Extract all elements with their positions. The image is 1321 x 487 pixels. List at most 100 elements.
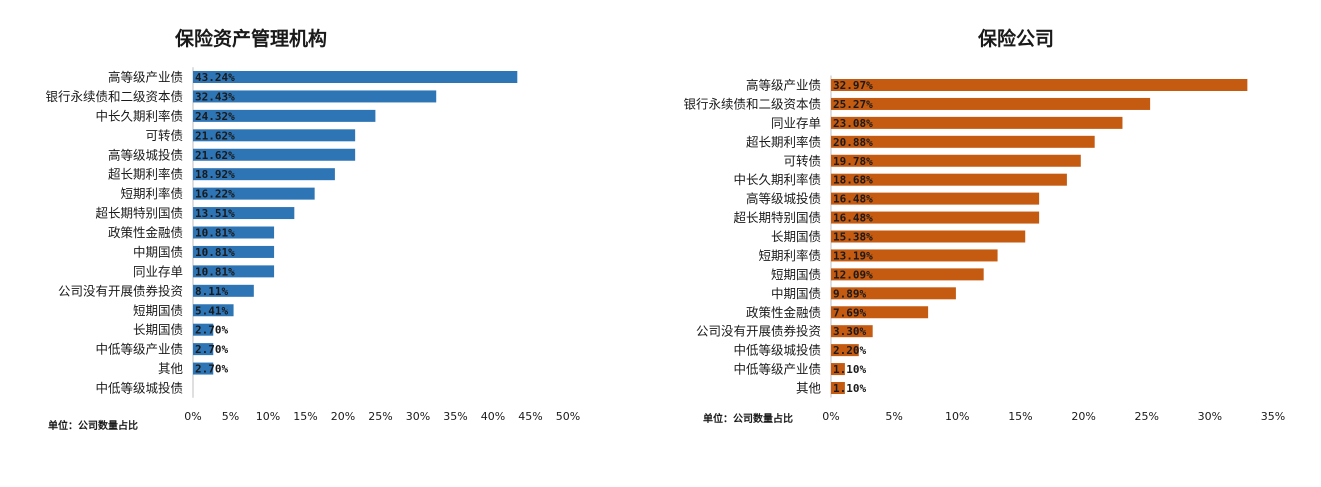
unit-note: 单位：公司数量占比 [703, 414, 793, 425]
value-label: 15.38% [833, 231, 873, 244]
value-label: 12.09% [833, 268, 873, 281]
category-label: 短期利率债 [758, 248, 821, 263]
category-label: 中低等级产业债 [95, 342, 183, 357]
bar [831, 287, 956, 300]
bar [831, 211, 1040, 224]
category-label: 中长久期利率债 [95, 108, 183, 123]
bar [831, 97, 1151, 110]
tick-label: 25% [368, 410, 392, 423]
bar [193, 187, 315, 200]
bar [193, 304, 234, 317]
bar [193, 226, 275, 239]
bar [831, 173, 1067, 186]
value-label: 16.48% [833, 193, 873, 206]
category-label: 长期国债 [133, 322, 183, 337]
category-label: 政策性金融债 [108, 225, 183, 240]
value-label: 1.10% [833, 363, 866, 376]
category-label: 银行永续债和二级资本债 [45, 89, 183, 104]
bar [831, 344, 859, 357]
category-label: 中期国债 [133, 244, 183, 259]
category-label: 短期利率债 [120, 186, 183, 201]
tick-label: 10% [256, 410, 280, 423]
value-label: 43.24% [195, 71, 235, 84]
tick-label: 35% [443, 410, 467, 423]
value-label: 3.30% [833, 325, 866, 338]
value-label: 2.70% [195, 324, 228, 337]
value-label: 16.22% [195, 188, 235, 201]
bar [831, 268, 984, 281]
bar [831, 325, 873, 338]
chart-panel-insurers: 保险公司 单位：公司数量占比 高等级产业债 32.97% 银行永续债和二级资本债 25… [650, 0, 1321, 487]
value-label: 10.81% [195, 227, 235, 240]
value-label: 13.51% [195, 207, 235, 220]
category-label: 超长期利率债 [746, 134, 821, 149]
category-label: 银行永续债和二级资本债 [683, 96, 821, 111]
bar [193, 71, 518, 83]
bar [193, 109, 376, 122]
bar [193, 284, 254, 297]
tick-label: 50% [556, 410, 580, 423]
tick-label: 15% [1008, 410, 1032, 423]
bar [831, 249, 998, 262]
value-label: 32.97% [833, 79, 873, 92]
category-label: 高等级产业债 [108, 70, 183, 85]
value-label: 10.81% [195, 265, 235, 278]
category-label: 中期国债 [771, 286, 821, 301]
bar [193, 343, 214, 356]
chart-title: 保险公司 [978, 28, 1055, 50]
tick-label: 10% [945, 410, 969, 423]
value-label: 2.70% [195, 343, 228, 356]
category-label: 中低等级城投债 [95, 381, 183, 396]
bar [193, 265, 275, 278]
category-label: 高等级城投债 [746, 191, 821, 206]
bar [193, 90, 437, 103]
category-label: 超长期特别国债 [733, 210, 821, 225]
bar [831, 79, 1248, 91]
bar [193, 129, 356, 142]
category-label: 其他 [796, 381, 822, 396]
bar [193, 168, 335, 181]
value-label: 24.32% [195, 110, 235, 123]
category-label: 同业存单 [133, 264, 183, 279]
tick-label: 15% [293, 410, 317, 423]
bar [831, 306, 929, 319]
category-label: 公司没有开展债券投资 [696, 324, 821, 339]
bar [831, 154, 1081, 167]
value-label: 1.10% [833, 382, 866, 395]
value-label: 16.48% [833, 212, 873, 225]
value-label: 23.08% [833, 117, 873, 130]
value-label: 21.62% [195, 149, 235, 162]
value-label: 2.70% [195, 363, 228, 376]
category-label: 高等级城投债 [108, 147, 183, 162]
bar [193, 207, 295, 220]
category-label: 中长久期利率债 [733, 172, 821, 187]
category-label: 短期国债 [771, 267, 821, 282]
tick-label: 5% [222, 410, 239, 423]
value-label: 10.81% [195, 246, 235, 259]
category-label: 超长期利率债 [108, 167, 183, 182]
unit-note: 单位：公司数量占比 [48, 421, 138, 432]
value-label: 21.62% [195, 129, 235, 142]
tick-label: 35% [1261, 410, 1285, 423]
bar [193, 148, 356, 161]
bar [831, 363, 845, 376]
bar [831, 230, 1026, 243]
tick-label: 0% [184, 410, 201, 423]
category-label: 中低等级产业债 [733, 362, 821, 377]
tick-label: 0% [822, 410, 839, 423]
category-label: 高等级产业债 [746, 78, 821, 93]
bar [831, 382, 845, 394]
tick-label: 25% [1134, 410, 1158, 423]
category-label: 中低等级城投债 [733, 343, 821, 358]
value-label: 18.68% [833, 174, 873, 187]
tick-label: 5% [885, 410, 902, 423]
bar [193, 362, 214, 375]
value-label: 8.11% [195, 285, 228, 298]
value-label: 5.41% [195, 304, 228, 317]
value-label: 13.19% [833, 249, 873, 262]
bar [831, 135, 1095, 148]
category-label: 政策性金融债 [746, 305, 821, 320]
tick-label: 20% [1071, 410, 1095, 423]
chart-panel-asset-managers: 保险资产管理机构 单位：公司数量占比 高等级产业债 43.24% 银行永续债和二级资… [0, 0, 650, 487]
category-label: 同业存单 [771, 115, 821, 130]
